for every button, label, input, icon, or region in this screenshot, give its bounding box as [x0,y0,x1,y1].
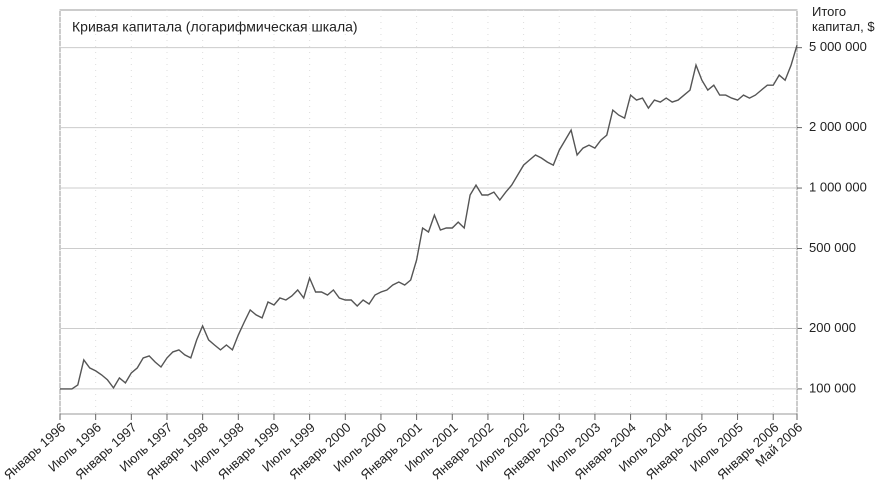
y-axis-title: Итого капитал, $ [812,4,875,34]
chart-title: Кривая капитала (логарифмическая шкала) [72,19,358,35]
y-tick-label: 2 000 000 [809,119,867,134]
y-tick-label: 100 000 [809,380,856,395]
y-tick-label: 200 000 [809,320,856,335]
y-tick-label: 5 000 000 [809,39,867,54]
equity-line [60,45,798,390]
y-tick-label: 1 000 000 [809,179,867,194]
y-tick-label: 500 000 [809,240,856,255]
plot-frame [59,9,798,415]
